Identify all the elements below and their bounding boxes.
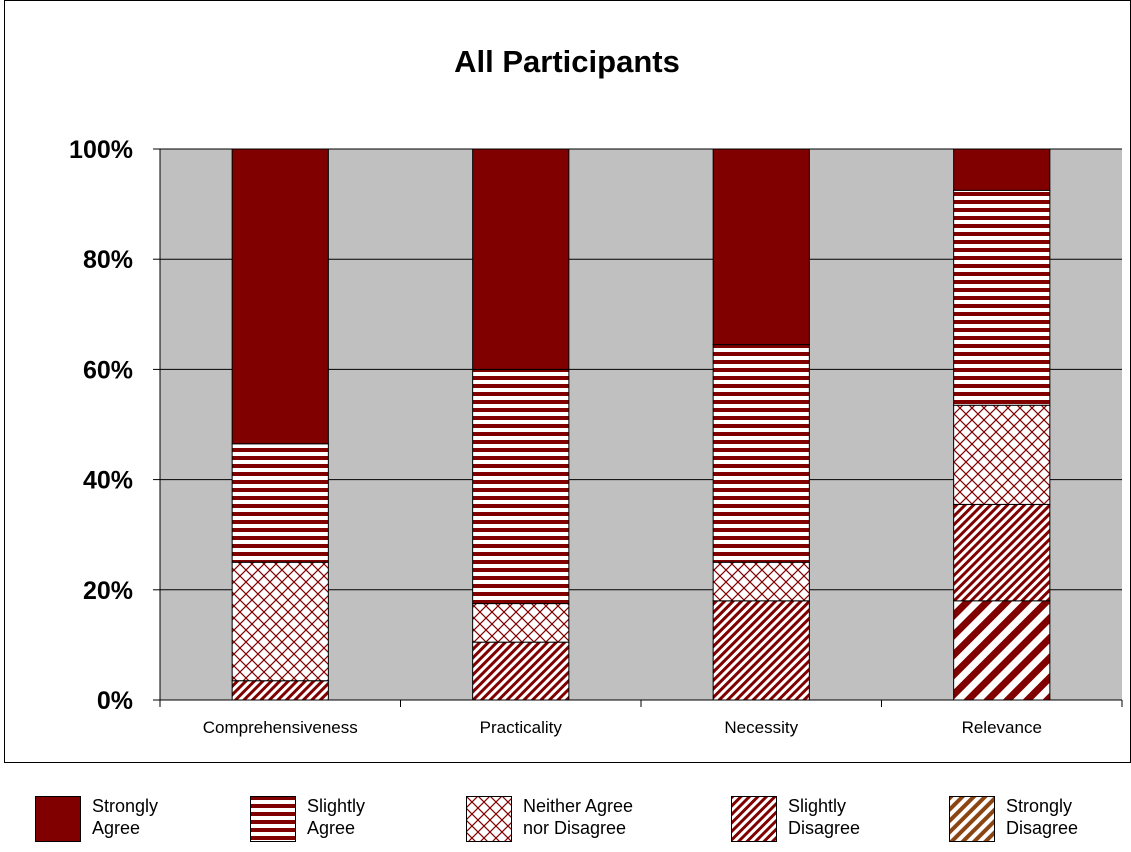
bar-segment-strongly-agree (231, 148, 329, 445)
legend-swatch (731, 796, 777, 842)
bar-segment-neither-agree-nor-disagree (712, 561, 810, 602)
y-tick-label: 100% (69, 136, 133, 164)
y-tick-label: 80% (83, 246, 133, 274)
legend-swatch (250, 796, 296, 842)
plot-area: 0% 20% 40% 60% 80% 100% Comprehensiveness Pract… (69, 136, 1123, 737)
bar-segment-slightly-agree (712, 344, 810, 563)
bar-segment-slightly-disagree (712, 600, 810, 701)
bar-segment-slightly-disagree (472, 641, 570, 701)
chart-svg: All Participants 0% 20% 40% 60% 80% 100% Compr… (69, 44, 1123, 737)
y-tick-label: 0% (97, 687, 133, 715)
bar-segment-neither-agree-nor-disagree (231, 561, 329, 682)
bar-segment-slightly-agree (953, 189, 1051, 406)
legend-swatch (949, 796, 995, 842)
legend-label: Neither Agree nor Disagree (523, 796, 634, 838)
legend-swatch (466, 796, 512, 842)
bar-segment-slightly-agree (231, 443, 329, 563)
legend-label: Slightly Disagree (788, 796, 861, 838)
chart-title: All Participants (454, 44, 680, 79)
legend-label: Strongly Disagree (1006, 796, 1079, 838)
x-tick-label: Comprehensiveness (203, 718, 358, 737)
bar-segment-strongly-agree (472, 148, 570, 370)
y-tick-label: 60% (83, 356, 133, 384)
bar-segment-neither-agree-nor-disagree (472, 603, 570, 643)
bar-segment-strongly-agree (712, 148, 810, 346)
legend-label: Slightly Agree (307, 796, 366, 838)
bar-segment-neither-agree-nor-disagree (953, 404, 1051, 505)
bar-segment-slightly-disagree (953, 503, 1051, 602)
bar-segment-slightly-agree (472, 368, 570, 605)
legend: Strongly Agree Slightly Agree Neither Agre… (0, 790, 1131, 850)
y-tick-label: 20% (83, 577, 133, 605)
legend-label: Strongly Agree (92, 796, 159, 838)
bar-segment-strongly-disagree (953, 600, 1051, 701)
legend-swatch (35, 796, 81, 842)
x-tick-label: Practicality (480, 718, 563, 737)
x-tick-label: Relevance (962, 718, 1042, 737)
bar-segment-slightly-disagree (231, 680, 329, 701)
y-tick-label: 40% (83, 467, 133, 495)
x-tick-label: Necessity (724, 718, 798, 737)
bar-segment-strongly-agree (953, 148, 1051, 191)
